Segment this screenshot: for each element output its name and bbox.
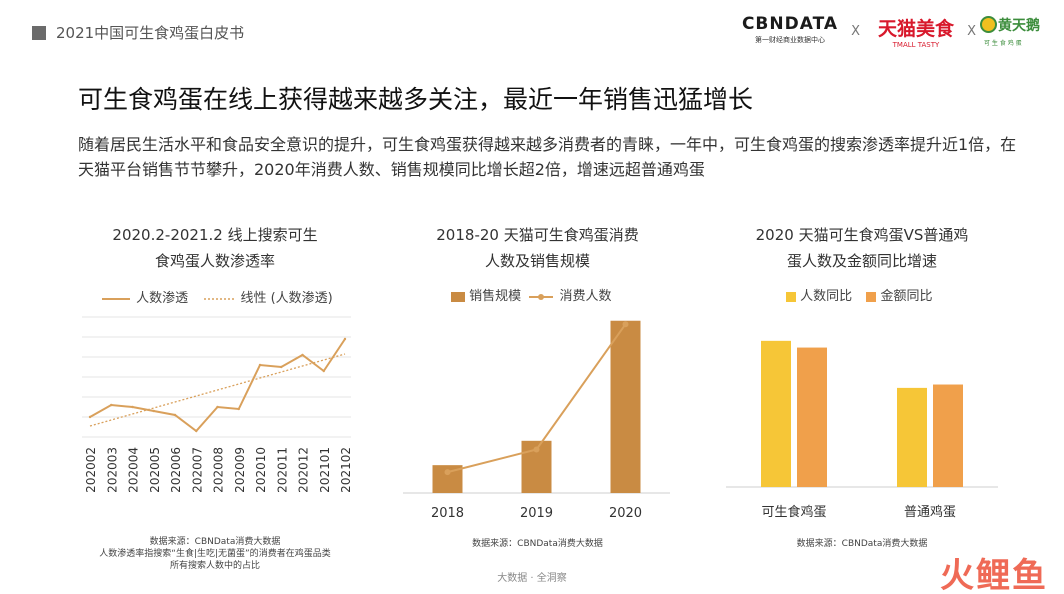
huangtiane-logo-text: 黄天鹅 — [998, 18, 1040, 34]
x-tick-label: 2018 — [431, 506, 464, 521]
huangtiane-logo: 黄天鹅 可 生 食 鸡 蛋 — [980, 14, 1042, 50]
chart1-legend: 人数渗透 线性 (人数渗透) — [102, 287, 333, 306]
chart1-source: 数据来源：CBNData消费大数据 人数渗透率指搜索“生食|生吃|无菌蛋”的消费… — [60, 536, 370, 572]
legend-label-amount-yoy: 金额同比 — [880, 289, 933, 304]
chart2-legend: 销售规模 消费人数 — [451, 285, 611, 304]
bar-people-yoy — [897, 387, 927, 487]
chart3-title-line1: 2020 天猫可生食鸡蛋VS普通鸡 — [755, 226, 969, 244]
cbndata-logo-subtext: 第一财经商业数据中心 — [754, 36, 825, 44]
x-tick-label: 202009 — [233, 447, 247, 493]
chart1-source-line: 人数渗透率指搜索“生食|生吃|无菌蛋”的消费者在鸡蛋品类 — [99, 549, 331, 559]
doc-title: 2021中国可生食鸡蛋白皮书 — [56, 24, 245, 42]
data-point — [343, 337, 347, 341]
legend-label-series: 人数渗透 — [136, 291, 189, 306]
x-tick-label: 2020 — [609, 506, 642, 521]
doc-marker-square — [32, 26, 46, 40]
data-point — [195, 429, 198, 433]
x-tick-label: 202002 — [84, 447, 98, 493]
legend-label-people-yoy: 人数同比 — [800, 289, 853, 304]
chart1-source-line: 所有搜索人数中的占比 — [169, 561, 260, 571]
x-tick-label: 202011 — [275, 447, 289, 493]
chart3-source: 数据来源：CBNData消费大数据 — [712, 538, 1012, 550]
chart-growth-comparison: 2020 天猫可生食鸡蛋VS普通鸡 蛋人数及金额同比增速 人数同比 金额同比 可… — [712, 222, 1012, 562]
x-tick-label: 202010 — [254, 447, 268, 493]
data-point — [110, 403, 113, 407]
chart3-title-line2: 蛋人数及金额同比增速 — [786, 252, 937, 270]
page-description: 随着居民生活水平和食品安全意识的提升，可生食鸡蛋获得越来越多消费者的青睐，一年中… — [78, 135, 1017, 179]
cbndata-logo: CBNDATA 第一财经商业数据中心 — [742, 14, 838, 45]
chart1-source-line: 数据来源：CBNData消费大数据 — [149, 537, 281, 547]
x-tick-label: 202004 — [127, 447, 141, 493]
tmall-logo-subtext: TMALL TASTY — [892, 41, 940, 49]
trendline — [89, 353, 346, 427]
partner-logos: CBNDATA 第一财经商业数据中心 X 天猫美食 TMALL TASTY X … — [742, 14, 1042, 50]
chart2-source-line: 数据来源：CBNData消费大数据 — [472, 539, 603, 549]
legend-line-swatch — [102, 297, 130, 300]
data-point — [280, 365, 283, 369]
legend-yellow-swatch — [786, 291, 796, 302]
chart2-title-line2: 人数及销售规模 — [484, 252, 590, 270]
x-tick-label: 普通鸡蛋 — [904, 504, 956, 520]
data-point — [322, 369, 325, 373]
x-tick-label: 202101 — [318, 447, 332, 493]
chart2-title-line1: 2018-20 天猫可生食鸡蛋消费 — [436, 226, 639, 244]
chart2-plot: 2018 2019 2020 — [403, 320, 670, 521]
data-point — [216, 405, 219, 409]
chart1-title-line2: 食鸡蛋人数渗透率 — [154, 252, 275, 270]
cbndata-logo-text: CBNDATA — [741, 14, 838, 34]
logo-separator: X — [967, 24, 976, 39]
page-headline: 可生食鸡蛋在线上获得越来越多关注，最近一年销售迅猛增长 — [78, 85, 754, 114]
bar-people-yoy — [761, 340, 791, 487]
logo-separator: X — [851, 24, 860, 39]
huangtiane-logo-subtext: 可 生 食 鸡 蛋 — [984, 40, 1022, 47]
chart-search-penetration: 2020.2-2021.2 线上搜索可生 食鸡蛋人数渗透率 人数渗透 线性 (人… — [60, 222, 370, 582]
watermark-logo: 火鲤鱼 — [940, 556, 1048, 594]
legend-label-trend: 线性 (人数渗透) — [240, 291, 333, 306]
x-tick-label: 202102 — [339, 447, 353, 493]
x-tick-label: 202003 — [105, 447, 119, 493]
bar-sales-2020 — [610, 320, 641, 493]
bar-amount-yoy — [797, 347, 827, 487]
x-tick-label: 可生食鸡蛋 — [761, 504, 826, 520]
chart3-legend: 人数同比 金额同比 — [786, 285, 932, 304]
chart3-plot: 可生食鸡蛋 普通鸡蛋 — [726, 340, 998, 520]
x-tick-label: 202012 — [297, 447, 311, 493]
legend-label-consumers: 消费人数 — [559, 289, 612, 304]
data-point — [258, 363, 262, 367]
legend-bar-swatch — [451, 291, 465, 302]
footer-tagline: 大数据 · 全洞察 — [497, 573, 567, 584]
data-point-consumers-2019 — [533, 446, 540, 453]
tmall-tasty-logo: 天猫美食 TMALL TASTY — [878, 14, 954, 49]
x-tick-label: 202006 — [169, 447, 183, 493]
data-point — [301, 353, 304, 357]
data-point-consumers-2018 — [444, 469, 451, 476]
legend-line-marker-swatch — [529, 293, 554, 300]
bar-amount-yoy — [933, 384, 963, 487]
legend-label-sales: 销售规模 — [469, 289, 522, 304]
swan-egg-icon — [980, 16, 997, 33]
data-point — [152, 409, 155, 413]
page-header: 2021中国可生食鸡蛋白皮书 CBNDATA 第一财经商业数据中心 X 天猫美食… — [0, 0, 1064, 60]
x-tick-label: 2019 — [520, 506, 553, 521]
legend-orange-swatch — [866, 291, 877, 302]
data-point — [173, 413, 177, 417]
chart1-title-line1: 2020.2-2021.2 线上搜索可生 — [112, 226, 318, 244]
chart3-source-line: 数据来源：CBNData消费大数据 — [796, 539, 928, 549]
chart2-source: 数据来源：CBNData消费大数据 — [385, 538, 690, 550]
data-point — [237, 407, 240, 411]
data-point — [88, 415, 92, 419]
data-point-consumers-2020 — [622, 321, 629, 328]
x-tick-label: 202008 — [212, 447, 226, 493]
x-tick-label: 202007 — [190, 447, 204, 493]
chart1-plot: 202002 202003 202004 202005 202006 202007 2020… — [82, 316, 353, 493]
x-tick-label: 202005 — [148, 447, 162, 493]
data-point — [131, 405, 134, 409]
legend-trend-swatch — [204, 297, 235, 300]
tmall-logo-text: 天猫美食 — [877, 18, 954, 40]
chart-consumers-sales: 2018-20 天猫可生食鸡蛋消费 人数及销售规模 销售规模 消费人数 2018… — [385, 222, 690, 562]
